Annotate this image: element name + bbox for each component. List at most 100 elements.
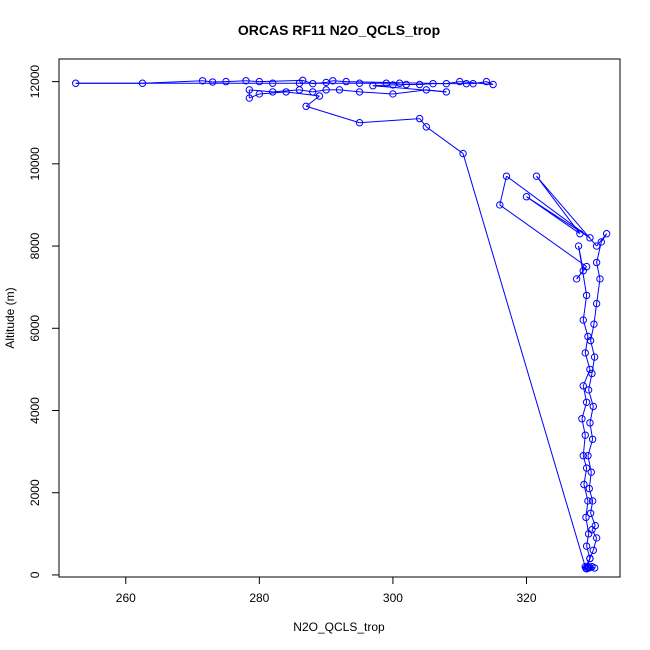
y-tick-label: 0: [28, 571, 42, 578]
series-segment: [286, 91, 320, 97]
data-point: [584, 386, 593, 394]
data-point: [590, 564, 599, 572]
data-point: [580, 480, 588, 489]
data-point: [592, 258, 601, 267]
data-point: [322, 86, 330, 94]
data-point: [581, 349, 589, 357]
data-point: [342, 77, 350, 86]
data-point: [245, 94, 254, 102]
data-point: [422, 123, 431, 131]
data-point: [582, 513, 590, 522]
data-point: [415, 80, 424, 89]
y-tick-label: 2000: [28, 479, 42, 506]
data-point: [596, 275, 604, 283]
series-segment: [589, 550, 594, 559]
series-segment: [576, 270, 584, 280]
data-point: [586, 419, 594, 427]
data-point: [579, 452, 587, 460]
y-axis-label: Altitude (m): [3, 287, 17, 348]
data-point: [269, 79, 277, 87]
data-point: [574, 242, 583, 250]
series-segment: [526, 196, 591, 239]
y-tick-label: 8000: [28, 232, 42, 259]
data-point: [584, 530, 593, 538]
data-point: [329, 77, 337, 85]
x-tick-label: 320: [516, 591, 536, 605]
data-point: [576, 230, 584, 238]
data-point: [586, 365, 594, 374]
data-point: [415, 114, 424, 123]
data-point: [592, 534, 601, 542]
series-segment: [426, 126, 464, 154]
data-point: [302, 102, 310, 110]
series-segment: [592, 537, 598, 551]
series-segment: [582, 455, 588, 469]
data-point: [422, 86, 431, 94]
data-point: [395, 79, 404, 87]
data-point: [590, 320, 598, 328]
x-axis-label: N2O_QCLS_trop: [293, 620, 385, 634]
series-segment: [506, 175, 591, 239]
series-segment: [245, 80, 260, 83]
series-segment: [590, 500, 594, 514]
data-point: [582, 398, 591, 406]
x-tick-label: 300: [383, 591, 403, 605]
series-segment: [591, 525, 596, 531]
data-point: [222, 77, 230, 86]
data-point: [522, 193, 531, 201]
x-axis: 260 280 300 320: [116, 577, 537, 605]
data-point: [584, 452, 592, 460]
data-point: [597, 238, 605, 246]
data-point: [355, 88, 364, 96]
data-point: [592, 299, 601, 308]
series-segment: [536, 175, 581, 235]
series-segment: [588, 488, 594, 502]
data-point: [355, 119, 364, 127]
series-segment: [596, 233, 608, 247]
series-segment: [305, 105, 360, 124]
data-point: [584, 497, 592, 505]
series-segment: [299, 89, 313, 93]
series-segment: [305, 95, 320, 107]
series-segment: [372, 85, 447, 93]
series-segment: [359, 118, 420, 124]
data-point: [588, 435, 597, 443]
data-point: [208, 78, 217, 86]
data-point: [255, 77, 264, 86]
data-point: [442, 88, 451, 96]
data-point: [590, 353, 599, 361]
data-point: [532, 172, 541, 180]
data-point: [255, 90, 264, 98]
series-segment: [462, 153, 586, 567]
series-segment: [586, 533, 590, 547]
y-tick-label: 12000: [28, 65, 42, 99]
y-tick-label: 6000: [28, 315, 42, 342]
data-point: [582, 542, 591, 550]
y-axis: 0 2000 4000 6000 8000 10000 12000: [28, 65, 59, 578]
series-segment: [249, 93, 260, 99]
series-segment: [272, 89, 300, 93]
data-point: [138, 79, 147, 87]
series-line: [75, 79, 608, 570]
data-point: [585, 484, 593, 493]
series-segment: [332, 80, 347, 83]
series-segment: [582, 295, 588, 321]
data-point: [496, 201, 504, 209]
data-point: [582, 291, 591, 300]
data-point: [586, 234, 594, 242]
data-point: [469, 79, 477, 88]
data-point: [502, 172, 511, 180]
data-point: [355, 79, 364, 87]
data-point: [282, 88, 290, 96]
data-point: [584, 332, 592, 341]
chart-title: ORCAS RF11 N2O_QCLS_trop: [238, 22, 440, 38]
series-segment: [359, 91, 393, 95]
series-segment: [586, 546, 591, 559]
data-point: [586, 509, 595, 517]
data-point: [589, 546, 597, 554]
series-segment: [446, 81, 460, 85]
data-point: [602, 230, 611, 238]
data-point: [309, 79, 317, 88]
data-point: [245, 86, 254, 94]
